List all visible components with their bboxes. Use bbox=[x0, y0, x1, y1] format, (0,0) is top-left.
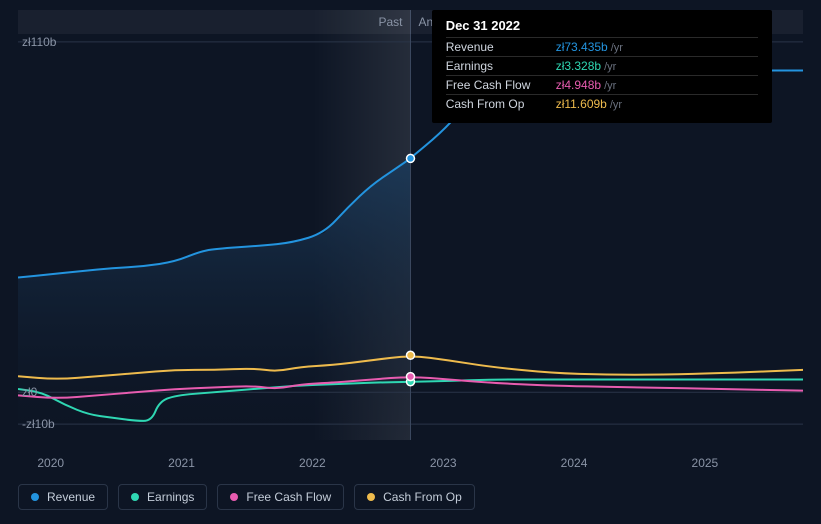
marker-cfo bbox=[407, 351, 415, 359]
legend: Revenue Earnings Free Cash Flow Cash From O… bbox=[18, 484, 475, 510]
legend-dot-icon bbox=[367, 493, 375, 501]
legend-label: Cash From Op bbox=[383, 490, 462, 504]
legend-label: Revenue bbox=[47, 490, 95, 504]
tooltip-row-label: Revenue bbox=[446, 40, 556, 54]
tooltip-row-value: zł11.609b bbox=[556, 97, 607, 111]
tooltip-date: Dec 31 2022 bbox=[446, 18, 758, 37]
marker-revenue bbox=[407, 154, 415, 162]
x-tick-label: 2024 bbox=[561, 456, 588, 470]
legend-item-cfo[interactable]: Cash From Op bbox=[354, 484, 475, 510]
y-tick-label: -zł10b bbox=[22, 417, 55, 431]
tooltip-row-label: Earnings bbox=[446, 59, 556, 73]
past-label: Past bbox=[378, 10, 402, 34]
x-tick-label: 2025 bbox=[692, 456, 719, 470]
tooltip-row-unit: /yr bbox=[611, 42, 623, 54]
tooltip-row: Revenuezł73.435b/yr bbox=[446, 37, 758, 56]
legend-dot-icon bbox=[131, 493, 139, 501]
legend-item-revenue[interactable]: Revenue bbox=[18, 484, 108, 510]
tooltip-row-value: zł3.328b bbox=[556, 59, 601, 73]
y-tick-label: zł0 bbox=[22, 385, 37, 399]
tooltip-row-unit: /yr bbox=[604, 61, 616, 73]
legend-item-fcf[interactable]: Free Cash Flow bbox=[217, 484, 344, 510]
legend-item-earnings[interactable]: Earnings bbox=[118, 484, 207, 510]
x-axis: 2020 2021 2022 2023 2024 2025 bbox=[18, 450, 803, 474]
x-tick-label: 2020 bbox=[37, 456, 64, 470]
y-tick-label: zł110b bbox=[22, 35, 56, 49]
x-tick-label: 2023 bbox=[430, 456, 457, 470]
tooltip-row-value: zł4.948b bbox=[556, 78, 601, 92]
x-tick-label: 2021 bbox=[168, 456, 195, 470]
tooltip-row-unit: /yr bbox=[604, 80, 616, 92]
tooltip-row: Cash From Opzł11.609b/yr bbox=[446, 94, 758, 113]
tooltip-row-label: Cash From Op bbox=[446, 97, 556, 111]
legend-label: Earnings bbox=[147, 490, 194, 504]
tooltip-rows: Revenuezł73.435b/yrEarningszł3.328b/yrFr… bbox=[446, 37, 758, 113]
legend-dot-icon bbox=[31, 493, 39, 501]
tooltip-row: Free Cash Flowzł4.948b/yr bbox=[446, 75, 758, 94]
marker-fcf bbox=[407, 373, 415, 381]
tooltip-row-label: Free Cash Flow bbox=[446, 78, 556, 92]
legend-label: Free Cash Flow bbox=[246, 490, 331, 504]
tooltip-row-unit: /yr bbox=[610, 99, 622, 111]
x-tick-label: 2022 bbox=[299, 456, 326, 470]
tooltip-row-value: zł73.435b bbox=[556, 40, 608, 54]
legend-dot-icon bbox=[230, 493, 238, 501]
tooltip-row: Earningszł3.328b/yr bbox=[446, 56, 758, 75]
tooltip: Dec 31 2022 Revenuezł73.435b/yrEarningsz… bbox=[432, 10, 772, 123]
